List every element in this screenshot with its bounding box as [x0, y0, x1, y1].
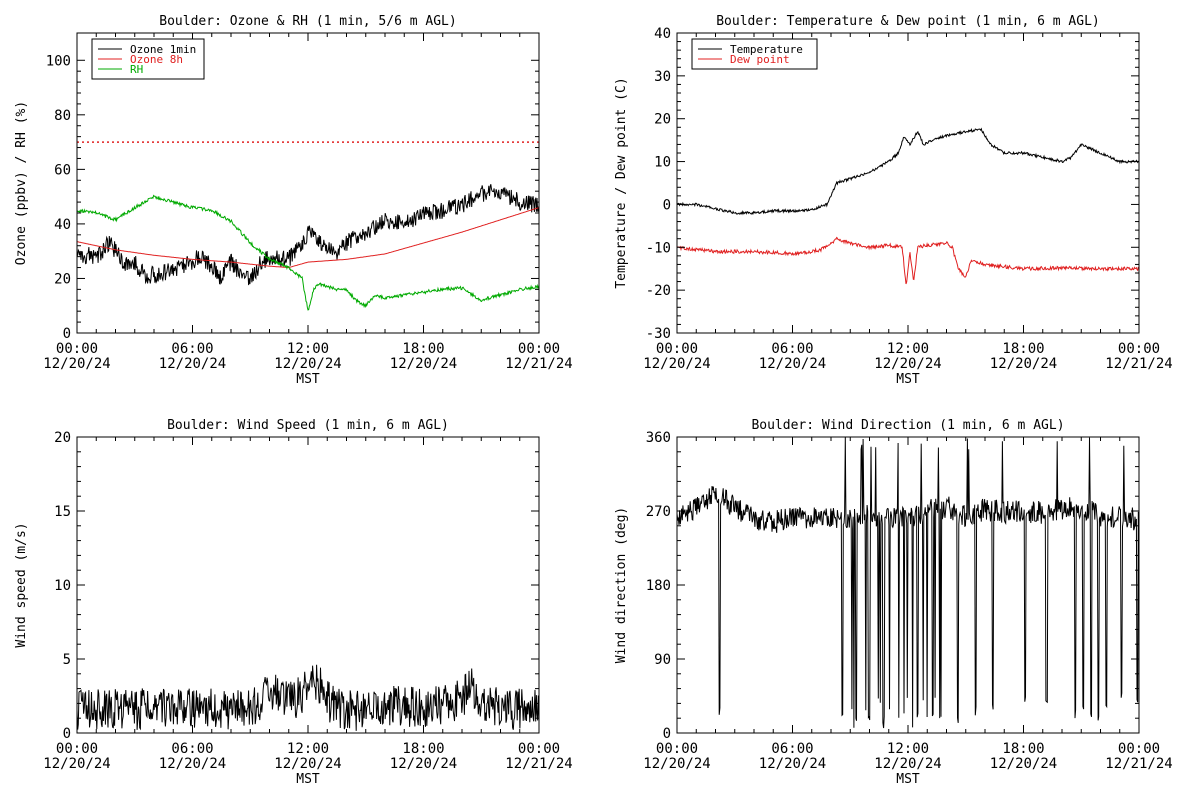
x-tick-label-time: 12:00	[887, 741, 929, 757]
x-tick-label-date: 12/21/24	[1105, 756, 1172, 772]
x-tick-label-time: 06:00	[171, 741, 213, 757]
series-temperature	[676, 127, 1140, 216]
panel-1: Boulder: Ozone & RH (1 min, 5/6 m AGL) 0 2…	[14, 14, 573, 387]
y-axis-label: Wind speed (m/s)	[14, 522, 29, 647]
x-tick-label-date: 12/20/24	[990, 756, 1057, 772]
series-ozone-8h	[76, 207, 540, 268]
x-tick-label-date: 12/20/24	[274, 356, 341, 372]
x-tick-label-time: 12:00	[287, 341, 329, 357]
chart-title: Boulder: Wind Speed (1 min, 6 m AGL)	[167, 418, 449, 433]
y-tick-label: 0	[63, 726, 71, 742]
y-tick-label: 10	[54, 578, 71, 594]
series-rh	[76, 194, 540, 311]
y-tick-label: 20	[654, 112, 671, 128]
chart-title: Boulder: Ozone & RH (1 min, 5/6 m AGL)	[159, 14, 456, 29]
x-tick-label-time: 18:00	[1002, 741, 1044, 757]
x-axis-label: MST	[896, 772, 920, 787]
x-tick-label-time: 18:00	[402, 741, 444, 757]
x-axis-label: MST	[896, 372, 920, 387]
x-tick-label-date: 12/20/24	[159, 756, 226, 772]
x-tick-label-date: 12/20/24	[874, 756, 941, 772]
x-tick-label-date: 12/20/24	[643, 356, 710, 372]
y-tick-label: 360	[646, 430, 671, 446]
legend-label: Temperature	[730, 43, 803, 56]
x-tick-label-date: 12/21/24	[1105, 356, 1172, 372]
x-tick-label-time: 06:00	[771, 741, 813, 757]
y-tick-label: 90	[654, 652, 671, 668]
y-tick-label: 60	[54, 162, 71, 178]
x-axis-label: MST	[296, 772, 320, 787]
x-tick-label-time: 06:00	[771, 341, 813, 357]
x-tick-label-date: 12/20/24	[990, 356, 1057, 372]
x-tick-label-date: 12/20/24	[43, 756, 110, 772]
y-tick-label: 0	[663, 197, 671, 213]
x-tick-label-date: 12/20/24	[159, 356, 226, 372]
x-tick-label-date: 12/21/24	[505, 356, 572, 372]
y-tick-label: -10	[646, 240, 671, 256]
x-tick-label-date: 12/20/24	[390, 756, 457, 772]
series-dew-point	[676, 236, 1140, 285]
y-tick-label: 270	[646, 504, 671, 520]
x-tick-label-time: 12:00	[887, 341, 929, 357]
y-axis-label: Wind direction (deg)	[614, 507, 629, 664]
y-tick-label: -20	[646, 283, 671, 299]
x-tick-label-date: 12/20/24	[274, 756, 341, 772]
x-axis-label: MST	[296, 372, 320, 387]
legend-label: Ozone 8h	[130, 53, 183, 66]
y-tick-label: 0	[63, 326, 71, 342]
y-tick-label: 20	[54, 271, 71, 287]
x-tick-label-time: 00:00	[518, 741, 560, 757]
x-tick-label-date: 12/20/24	[874, 356, 941, 372]
x-tick-label-time: 00:00	[56, 741, 98, 757]
plot-frame	[676, 32, 1140, 334]
series-line	[676, 437, 1140, 729]
panel-3: Boulder: Wind Speed (1 min, 6 m AGL) 0 5 10…	[14, 418, 573, 787]
x-tick-label-time: 00:00	[1118, 741, 1160, 757]
x-tick-label-time: 18:00	[402, 341, 444, 357]
legend-label: Dew point	[730, 53, 790, 66]
series-line	[76, 664, 540, 731]
y-tick-label: 40	[654, 26, 671, 42]
x-tick-label-time: 00:00	[518, 341, 560, 357]
legend-box	[691, 38, 818, 70]
x-tick-label-date: 12/20/24	[759, 356, 826, 372]
x-tick-label-time: 00:00	[56, 341, 98, 357]
y-tick-label: 80	[54, 108, 71, 124]
y-tick-label: 30	[654, 69, 671, 85]
y-tick-label: 10	[654, 155, 671, 171]
y-tick-label: -30	[646, 326, 671, 342]
chart-title: Boulder: Temperature & Dew point (1 min,…	[716, 14, 1100, 29]
y-tick-label: 20	[54, 430, 71, 446]
panel-4: Boulder: Wind Direction (1 min, 6 m AGL)…	[614, 418, 1173, 787]
x-tick-label-time: 06:00	[171, 341, 213, 357]
x-tick-label-time: 12:00	[287, 741, 329, 757]
y-tick-label: 180	[646, 578, 671, 594]
y-tick-label: 100	[46, 53, 71, 69]
legend-label: RH	[130, 63, 143, 76]
x-tick-label-time: 00:00	[656, 341, 698, 357]
x-tick-label-time: 00:00	[1118, 341, 1160, 357]
chart-title: Boulder: Wind Direction (1 min, 6 m AGL)	[751, 418, 1064, 433]
x-tick-label-date: 12/20/24	[643, 756, 710, 772]
panel-2: Boulder: Temperature & Dew point (1 min,…	[614, 14, 1173, 387]
x-tick-label-time: 00:00	[656, 741, 698, 757]
x-tick-label-date: 12/21/24	[505, 756, 572, 772]
y-tick-label: 40	[54, 217, 71, 233]
y-axis-label: Temperature / Dew point (C)	[614, 77, 629, 288]
y-tick-label: 15	[54, 504, 71, 520]
series-ozone-1min	[76, 184, 540, 286]
x-tick-label-time: 18:00	[1002, 341, 1044, 357]
y-axis-label: Ozone (ppbv) / RH (%)	[14, 101, 29, 265]
y-tick-label: 0	[663, 726, 671, 742]
x-tick-label-date: 12/20/24	[759, 756, 826, 772]
y-tick-label: 5	[63, 652, 71, 668]
x-tick-label-date: 12/20/24	[390, 356, 457, 372]
x-tick-label-date: 12/20/24	[43, 356, 110, 372]
legend-label: Ozone 1min	[130, 43, 196, 56]
